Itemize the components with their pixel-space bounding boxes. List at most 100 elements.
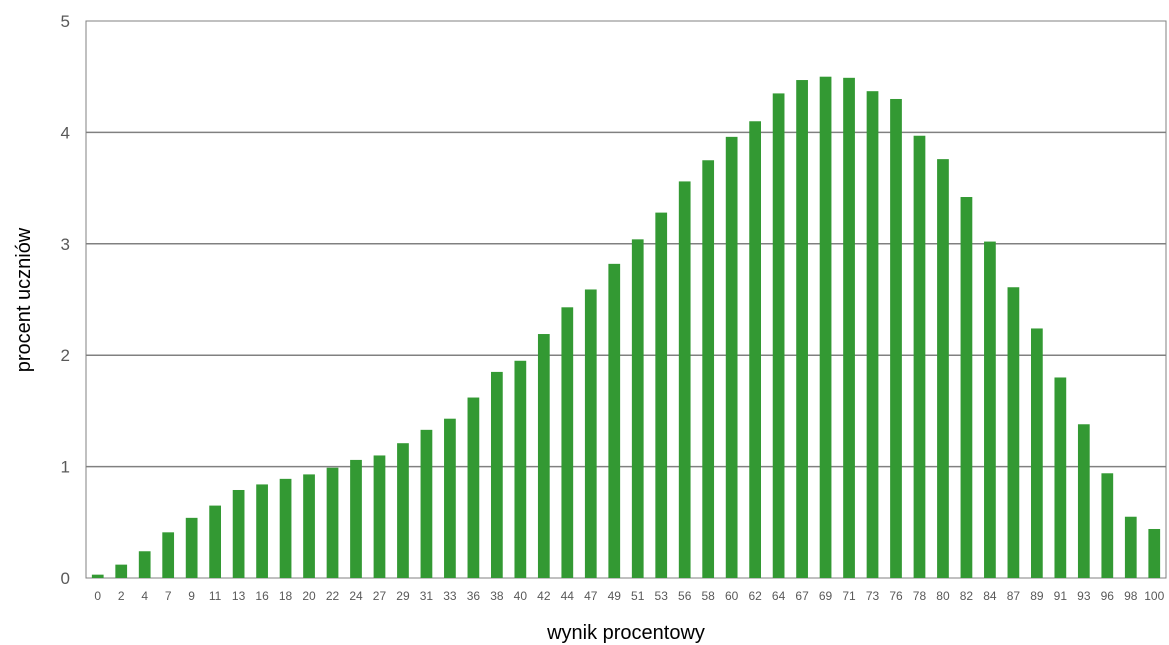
bar-47 xyxy=(584,289,597,578)
bar-100 xyxy=(1148,528,1161,578)
x-tick-label: 53 xyxy=(655,589,669,603)
x-tick-label: 58 xyxy=(701,589,715,603)
bar-33 xyxy=(444,418,456,578)
bar-13 xyxy=(232,489,245,578)
bar-38 xyxy=(491,371,503,578)
bar-84 xyxy=(984,241,996,578)
bar-31 xyxy=(420,429,433,578)
bar-76 xyxy=(890,98,902,578)
bar-80 xyxy=(937,159,949,579)
x-tick-label: 0 xyxy=(94,589,101,603)
x-tick-label: 76 xyxy=(889,589,903,603)
x-tick-label: 36 xyxy=(467,589,481,603)
bar-42 xyxy=(537,334,550,578)
bar-62 xyxy=(749,121,761,578)
x-tick-label: 71 xyxy=(842,589,856,603)
bar-56 xyxy=(678,181,691,578)
x-tick-label: 33 xyxy=(443,589,457,603)
x-tick-label: 89 xyxy=(1030,589,1044,603)
bar-36 xyxy=(467,397,480,578)
bar-96 xyxy=(1101,473,1114,578)
bar-93 xyxy=(1077,424,1090,578)
y-tick-label: 5 xyxy=(61,12,70,31)
x-tick-label: 96 xyxy=(1101,589,1115,603)
x-tick-label: 7 xyxy=(165,589,172,603)
bar-29 xyxy=(397,443,409,578)
grid-lines xyxy=(86,131,1166,468)
y-tick-label: 3 xyxy=(61,235,70,254)
x-tick-label: 31 xyxy=(420,589,434,603)
x-tick-label: 82 xyxy=(960,589,974,603)
bar-78 xyxy=(913,135,926,578)
bar-16 xyxy=(256,484,268,578)
x-tick-label: 51 xyxy=(631,589,645,603)
x-tick-label: 9 xyxy=(188,589,195,603)
x-tick-label: 100 xyxy=(1144,589,1164,603)
x-tick-label: 69 xyxy=(819,589,833,603)
bar-4 xyxy=(138,551,151,578)
x-tick-label: 4 xyxy=(141,589,148,603)
bar-98 xyxy=(1124,516,1137,578)
x-tick-label: 47 xyxy=(584,589,598,603)
bar-60 xyxy=(725,136,738,578)
x-tick-label: 98 xyxy=(1124,589,1138,603)
bar-91 xyxy=(1054,377,1067,578)
x-tick-label: 60 xyxy=(725,589,739,603)
bar-64 xyxy=(772,93,785,578)
x-tick-label: 11 xyxy=(209,589,222,603)
x-tick-label: 2 xyxy=(118,589,125,603)
bar-24 xyxy=(350,459,362,578)
x-tick-label: 42 xyxy=(537,589,551,603)
x-tick-label: 62 xyxy=(748,589,762,603)
x-tick-label: 13 xyxy=(232,589,246,603)
bar-67 xyxy=(796,80,808,579)
y-tick-label: 2 xyxy=(61,346,70,365)
x-tick-label: 18 xyxy=(279,589,293,603)
bar-49 xyxy=(608,263,621,578)
bar-2 xyxy=(115,564,128,578)
plot-area-frame xyxy=(85,20,1167,579)
bar-71 xyxy=(843,77,855,579)
bar-18 xyxy=(279,478,292,578)
x-tick-label: 91 xyxy=(1054,589,1068,603)
x-tick-label: 64 xyxy=(772,589,786,603)
x-axis-title: wynik procentowy xyxy=(546,622,705,644)
y-axis-title: procent uczniów xyxy=(13,227,35,372)
bar-11 xyxy=(209,505,221,578)
x-tick-label: 20 xyxy=(302,589,316,603)
bar-51 xyxy=(631,239,644,578)
bar-9 xyxy=(185,517,198,578)
x-tick-label: 29 xyxy=(396,589,410,603)
x-tick-label: 16 xyxy=(255,589,269,603)
y-axis-ticks: 0 1 2 3 4 5 xyxy=(61,12,70,588)
x-tick-label: 87 xyxy=(1007,589,1021,603)
bar-40 xyxy=(514,360,527,578)
x-tick-label: 80 xyxy=(936,589,950,603)
bar-0 xyxy=(91,574,104,578)
x-tick-label: 49 xyxy=(608,589,622,603)
x-tick-label: 84 xyxy=(983,589,997,603)
x-tick-label: 93 xyxy=(1077,589,1091,603)
bar-69 xyxy=(819,76,832,578)
x-tick-label: 40 xyxy=(514,589,528,603)
x-tick-label: 56 xyxy=(678,589,692,603)
x-axis-ticks: 0 2 4 7 9 11 13 16 18 20 22 24 27 29 31 33 36 38 40 42 44 47 4… xyxy=(94,589,1164,603)
bar-22 xyxy=(326,467,339,578)
x-tick-label: 22 xyxy=(326,589,340,603)
bar-53 xyxy=(655,212,668,578)
x-tick-label: 24 xyxy=(349,589,363,603)
x-tick-label: 78 xyxy=(913,589,927,603)
y-tick-label: 0 xyxy=(61,569,70,588)
y-tick-label: 1 xyxy=(61,458,70,477)
bars xyxy=(91,76,1161,579)
bar-44 xyxy=(561,307,574,578)
bar-7 xyxy=(162,532,175,578)
x-tick-label: 44 xyxy=(561,589,575,603)
x-tick-label: 27 xyxy=(373,589,387,603)
bar-58 xyxy=(702,160,715,578)
x-tick-label: 38 xyxy=(490,589,504,603)
bar-82 xyxy=(960,197,973,578)
x-tick-label: 67 xyxy=(795,589,809,603)
bar-20 xyxy=(303,474,315,578)
